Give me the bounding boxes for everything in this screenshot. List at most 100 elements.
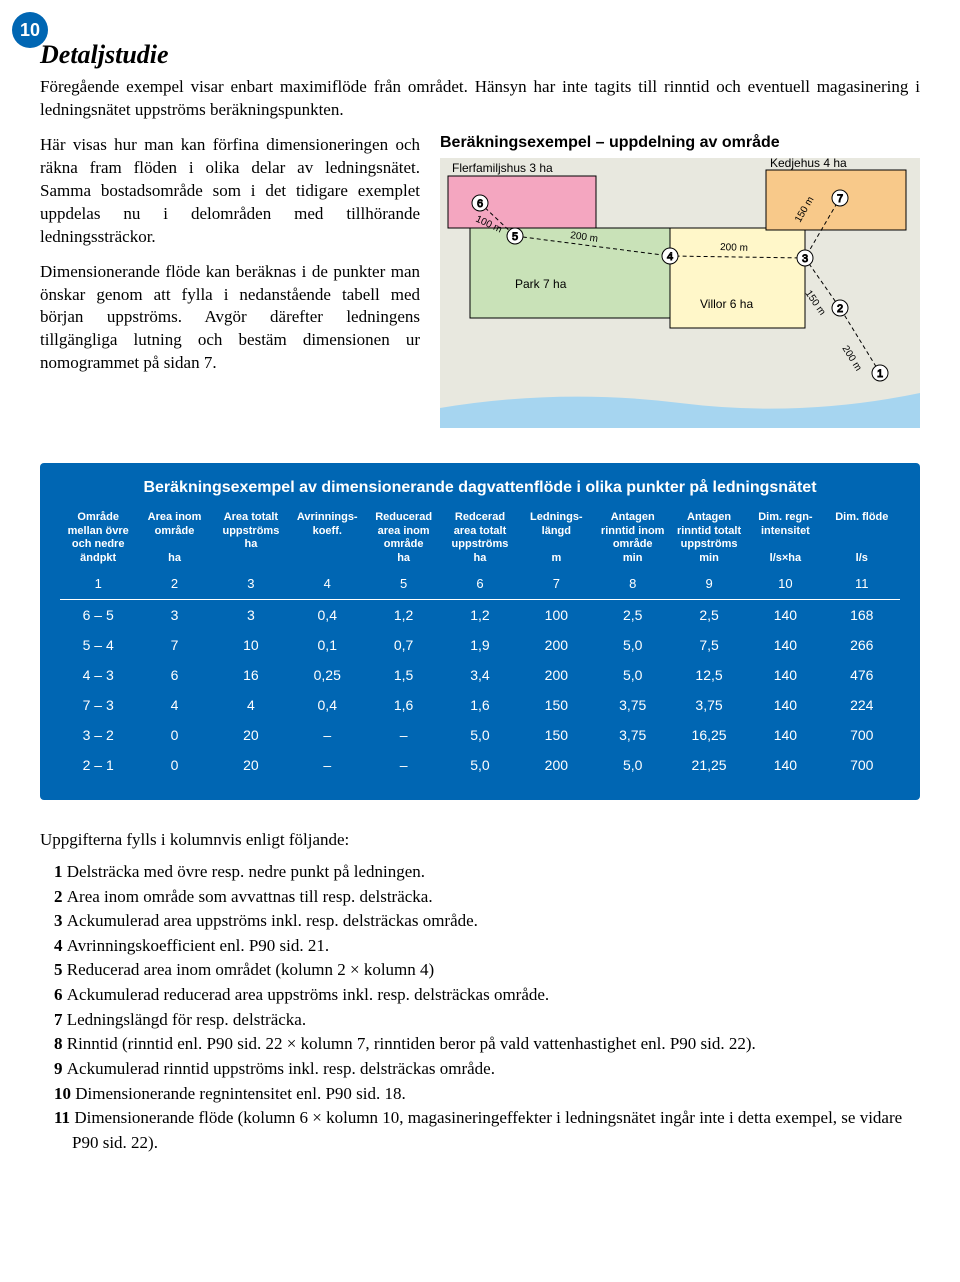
- list-item: 10 Dimensionerande regnintensitet enl. P…: [54, 1082, 920, 1107]
- table-cell: 3 – 2: [60, 720, 136, 750]
- table-cell: 2,5: [595, 599, 671, 630]
- list-item: 11 Dimensionerande flöde (kolumn 6 × kol…: [54, 1106, 920, 1155]
- table-cell: 1,6: [365, 690, 441, 720]
- table-cell: 2 – 1: [60, 750, 136, 780]
- left-paragraph-2: Dimensionerande flöde kan beräknas i de …: [40, 261, 420, 376]
- left-paragraph-1: Här visas hur man kan förfina dimensione…: [40, 134, 420, 249]
- table-cell: 140: [747, 660, 823, 690]
- area-diagram: 6 5 4 3 7 2 1 Flerfamiljshus 3 ha Park 7…: [440, 158, 920, 428]
- label-flerfamiljshus: Flerfamiljshus 3 ha: [452, 161, 553, 175]
- node-7: 7: [837, 193, 843, 205]
- table-cell: 3: [213, 599, 289, 630]
- table-cell: 200: [518, 660, 594, 690]
- column-number: 3: [213, 568, 289, 600]
- table-cell: 140: [747, 690, 823, 720]
- table-cell: 700: [824, 720, 900, 750]
- table-cell: 16: [213, 660, 289, 690]
- table-cell: 140: [747, 720, 823, 750]
- calculation-table-panel: Beräkningsexempel av dimensionerande dag…: [40, 463, 920, 800]
- table-cell: 266: [824, 630, 900, 660]
- table-cell: 5,0: [595, 660, 671, 690]
- node-6: 6: [477, 198, 483, 210]
- table-cell: 4 – 3: [60, 660, 136, 690]
- table-cell: 5,0: [442, 720, 518, 750]
- page-number-badge: 10: [12, 12, 48, 48]
- intro-paragraph: Föregående exempel visar enbart maximifl…: [40, 76, 920, 122]
- table-header-cell: Avrinnings-koeff.: [289, 509, 365, 568]
- table-header-cell: Lednings-längdm: [518, 509, 594, 568]
- table-cell: 1,2: [365, 599, 441, 630]
- table-cell: 6: [136, 660, 212, 690]
- table-cell: 16,25: [671, 720, 747, 750]
- table-cell: 21,25: [671, 750, 747, 780]
- list-item: 9 Ackumulerad rinntid uppströms inkl. re…: [54, 1057, 920, 1082]
- table-cell: 0,4: [289, 599, 365, 630]
- list-item: 1 Delsträcka med övre resp. nedre punkt …: [54, 860, 920, 885]
- table-row: 3 – 2020––5,01503,7516,25140700: [60, 720, 900, 750]
- table-cell: –: [289, 720, 365, 750]
- column-number: 1: [60, 568, 136, 600]
- table-cell: 140: [747, 750, 823, 780]
- table-header: Område mellan övre och nedre ändpkt Area …: [60, 509, 900, 568]
- table-cell: 1,6: [442, 690, 518, 720]
- list-item: 7 Ledningslängd för resp. delsträcka.: [54, 1008, 920, 1033]
- table-cell: 476: [824, 660, 900, 690]
- table-cell: 3,75: [595, 690, 671, 720]
- table-header-cell: Area totalt uppströmsha: [213, 509, 289, 568]
- table-cell: 700: [824, 750, 900, 780]
- table-row: 5 – 47100,10,71,92005,07,5140266: [60, 630, 900, 660]
- table-title: Beräkningsexempel av dimensionerande dag…: [60, 479, 900, 497]
- node-3: 3: [802, 253, 808, 265]
- diagram-title: Beräkningsexempel – uppdelning av område: [440, 134, 920, 152]
- footer-heading: Uppgifterna fylls i kolumnvis enligt föl…: [40, 830, 920, 850]
- node-2: 2: [837, 303, 843, 315]
- table-cell: 5,0: [595, 750, 671, 780]
- label-park: Park 7 ha: [515, 277, 567, 291]
- column-number: 7: [518, 568, 594, 600]
- column-number: 11: [824, 568, 900, 600]
- table-header-cell: Antagen rinntid inom områdemin: [595, 509, 671, 568]
- table-cell: 3: [136, 599, 212, 630]
- table-cell: 7: [136, 630, 212, 660]
- table-header-cell: Reducerad area inom områdeha: [365, 509, 441, 568]
- list-item: 4 Avrinningskoefficient enl. P90 sid. 21…: [54, 934, 920, 959]
- table-cell: 2,5: [671, 599, 747, 630]
- table-cell: 1,5: [365, 660, 441, 690]
- table-header-cell: Område mellan övre och nedre ändpkt: [60, 509, 136, 568]
- table-row: 7 – 3440,41,61,61503,753,75140224: [60, 690, 900, 720]
- table-cell: 7,5: [671, 630, 747, 660]
- column-number: 2: [136, 568, 212, 600]
- table-cell: 3,4: [442, 660, 518, 690]
- node-1: 1: [877, 368, 883, 380]
- node-5: 5: [512, 231, 518, 243]
- table-header-cell: Dim. regn-intensitetl/s×ha: [747, 509, 823, 568]
- table-cell: 12,5: [671, 660, 747, 690]
- table-cell: 5 – 4: [60, 630, 136, 660]
- table-cell: 168: [824, 599, 900, 630]
- table-cell: 224: [824, 690, 900, 720]
- list-item: 8 Rinntid (rinntid enl. P90 sid. 22 × ko…: [54, 1032, 920, 1057]
- table-cell: –: [365, 750, 441, 780]
- table-cell: 5,0: [595, 630, 671, 660]
- label-villor: Villor 6 ha: [700, 297, 753, 311]
- label-kedjehus: Kedjehus 4 ha: [770, 158, 847, 170]
- table-row: 6 – 5330,41,21,21002,52,5140168: [60, 599, 900, 630]
- table-cell: 7 – 3: [60, 690, 136, 720]
- table-cell: 3,75: [671, 690, 747, 720]
- table-header-cell: Antagen rinntid totalt uppströmsmin: [671, 509, 747, 568]
- table-cell: 140: [747, 599, 823, 630]
- table-cell: 10: [213, 630, 289, 660]
- seg-200m-b: 200 m: [720, 242, 748, 254]
- calculation-table: Område mellan övre och nedre ändpkt Area …: [60, 509, 900, 780]
- column-number: 4: [289, 568, 365, 600]
- footer-list: 1 Delsträcka med övre resp. nedre punkt …: [40, 860, 920, 1156]
- table-cell: 0,7: [365, 630, 441, 660]
- table-cell: 4: [213, 690, 289, 720]
- list-item: 2 Area inom område som avvattnas till re…: [54, 885, 920, 910]
- right-column: Beräkningsexempel – uppdelning av område…: [440, 134, 920, 433]
- table-header-cell: Dim. flödel/s: [824, 509, 900, 568]
- table-cell: 150: [518, 690, 594, 720]
- column-number: 8: [595, 568, 671, 600]
- table-cell: –: [289, 750, 365, 780]
- table-header-cell: Redcerad area totalt uppströmsha: [442, 509, 518, 568]
